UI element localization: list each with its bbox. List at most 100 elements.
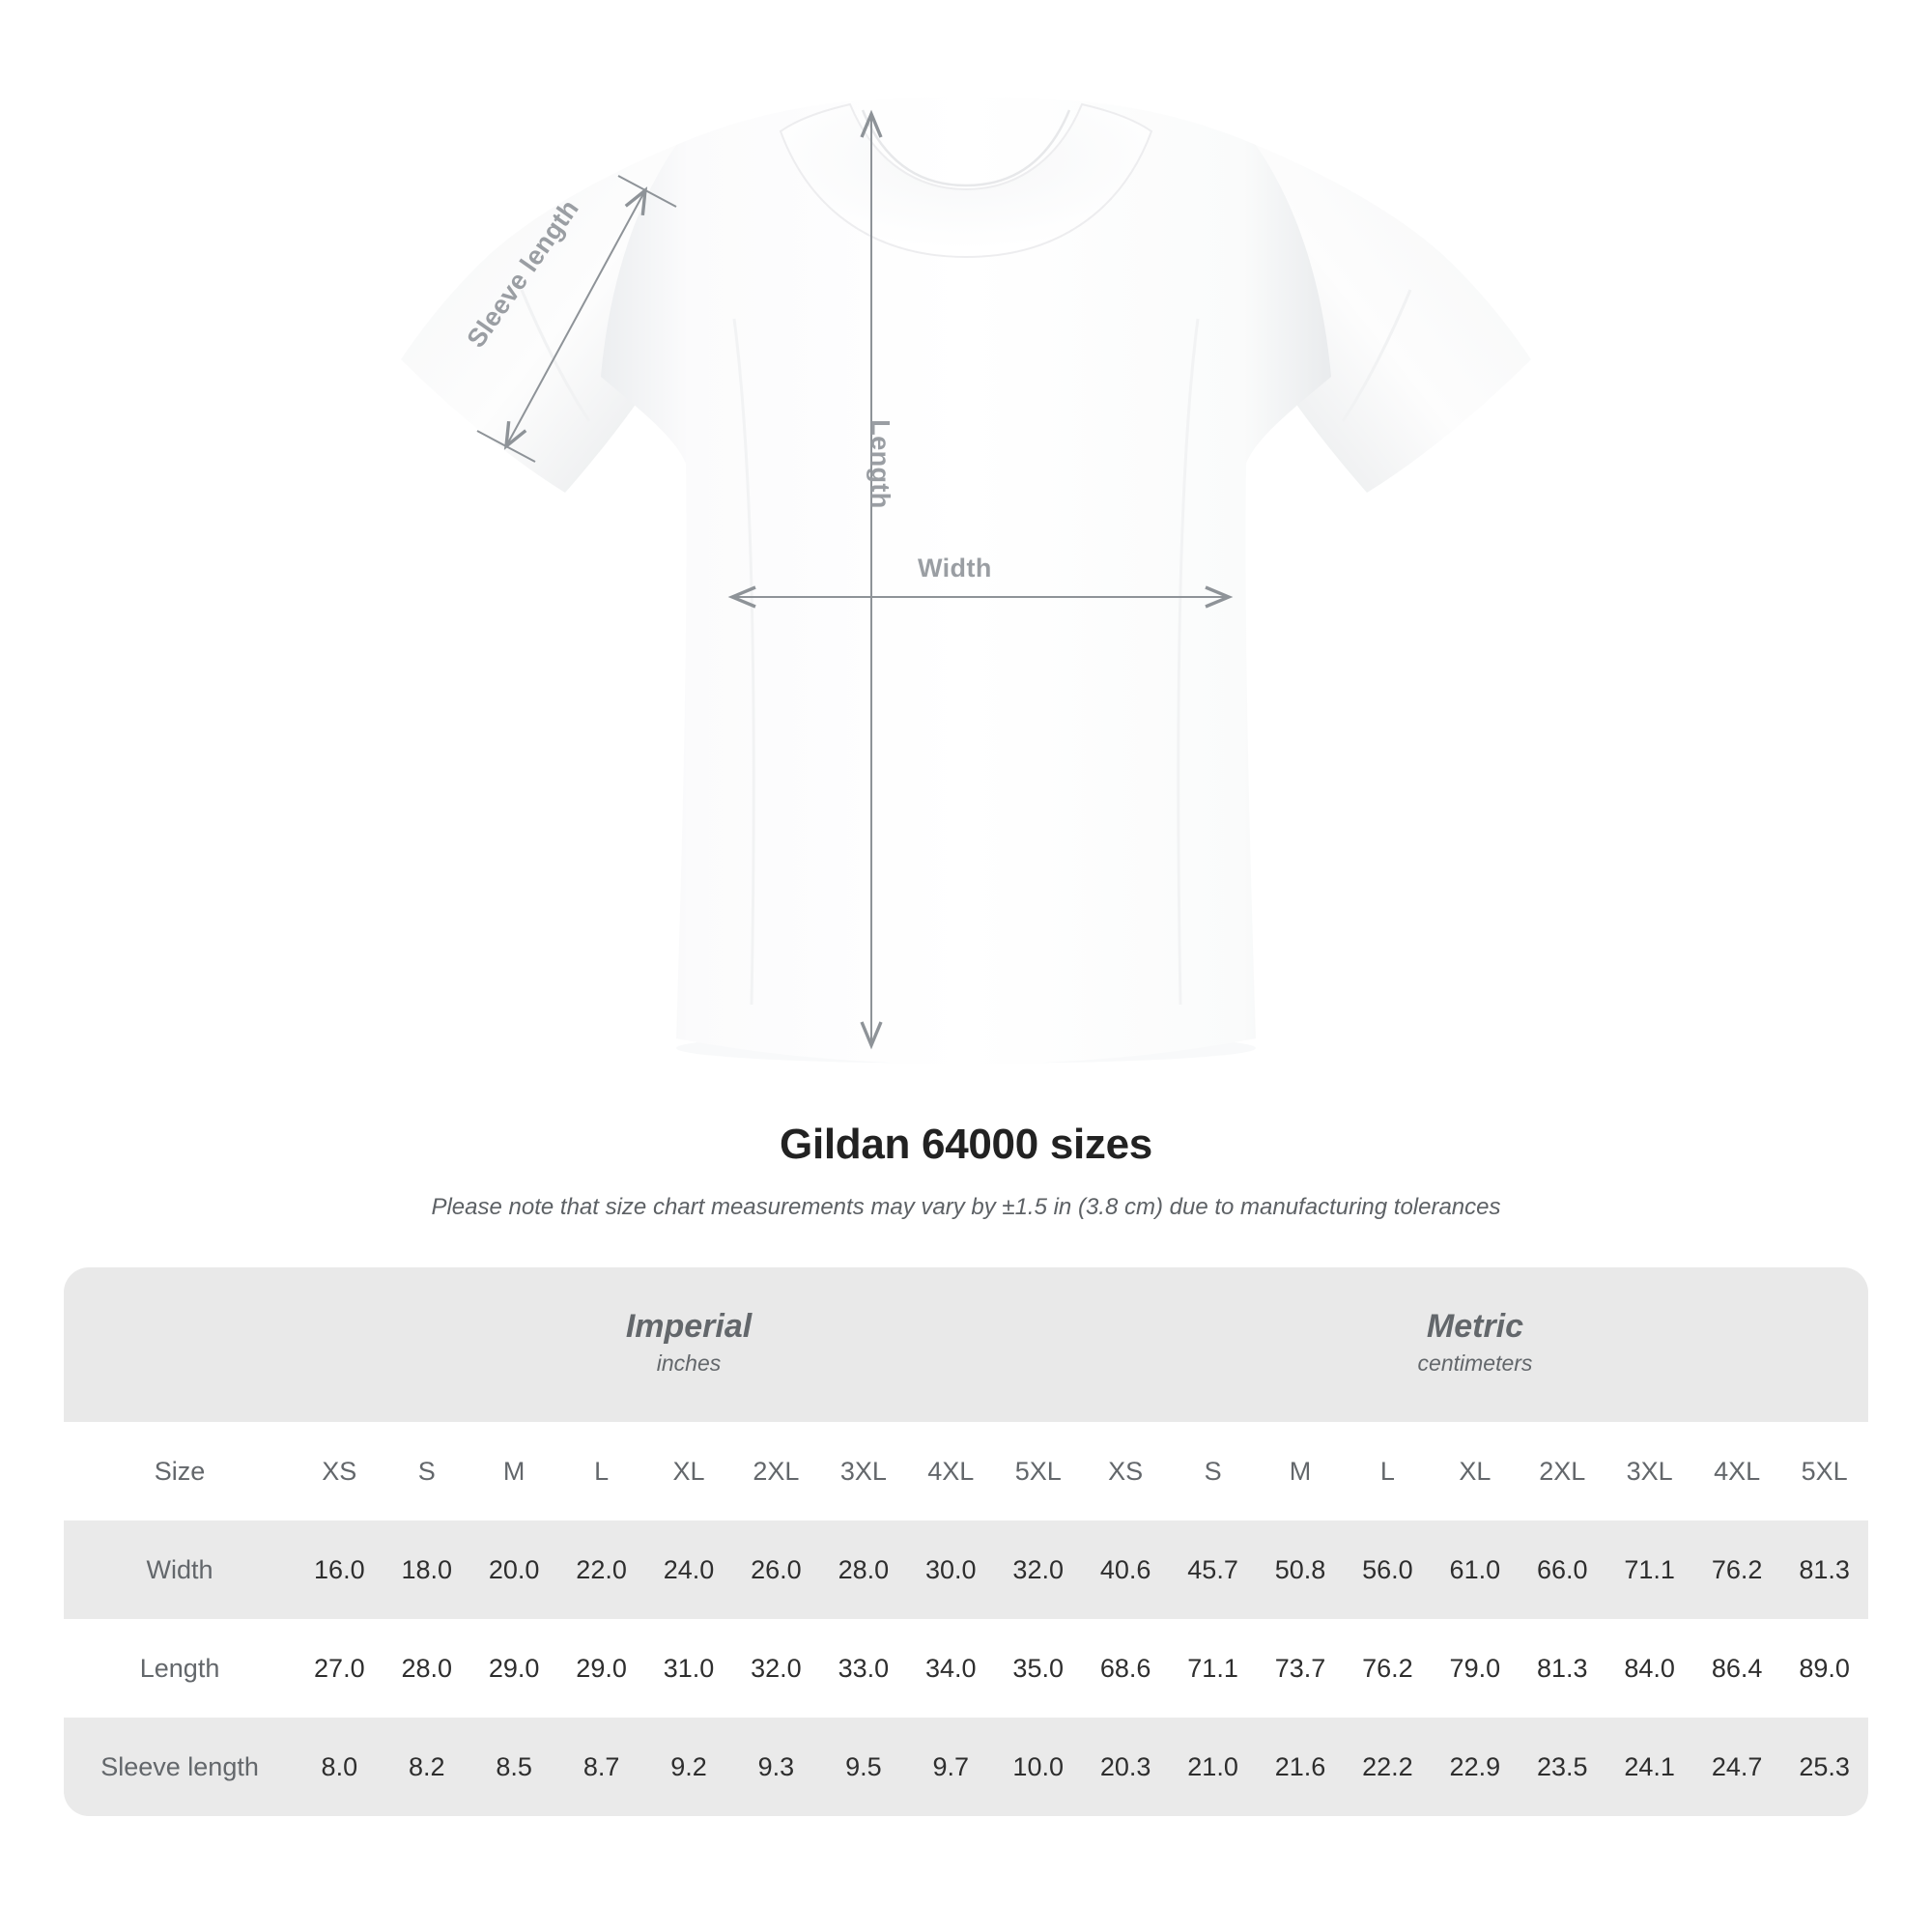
table-row: Length 27.0 28.0 29.0 29.0 31.0 32.0 33.… xyxy=(64,1619,1868,1718)
size-chart-table-wrapper: Imperial inches Metric centimeters Size … xyxy=(64,1267,1868,1816)
row-label-sleeve-length: Sleeve length xyxy=(64,1718,297,1816)
size-header-cell: XL xyxy=(1431,1422,1520,1520)
cell: 31.0 xyxy=(644,1619,733,1718)
cell: 18.0 xyxy=(383,1520,470,1619)
table-row: Width 16.0 18.0 20.0 22.0 24.0 26.0 28.0… xyxy=(64,1520,1868,1619)
table-row: Sleeve length 8.0 8.2 8.5 8.7 9.2 9.3 9.… xyxy=(64,1718,1868,1816)
system-row-spacer xyxy=(64,1267,297,1422)
cell: 8.7 xyxy=(557,1718,645,1816)
cell: 66.0 xyxy=(1519,1520,1606,1619)
cell: 30.0 xyxy=(907,1520,995,1619)
length-label: Length xyxy=(866,419,895,509)
cell: 22.9 xyxy=(1431,1718,1520,1816)
cell: 76.2 xyxy=(1344,1619,1432,1718)
cell: 26.0 xyxy=(732,1520,820,1619)
sleeve-tick-bottom xyxy=(476,430,536,463)
cell: 81.3 xyxy=(1519,1619,1606,1718)
cell: 56.0 xyxy=(1344,1520,1432,1619)
collar-inner-edge xyxy=(861,109,1071,187)
size-header-cell: 5XL xyxy=(1780,1422,1868,1520)
cell: 24.7 xyxy=(1692,1718,1781,1816)
cell: 23.5 xyxy=(1519,1718,1606,1816)
cell: 68.6 xyxy=(1081,1619,1170,1718)
size-header-cell: 3XL xyxy=(819,1422,908,1520)
cell: 73.7 xyxy=(1256,1619,1345,1718)
cell: 21.0 xyxy=(1169,1718,1257,1816)
cell: 28.0 xyxy=(383,1619,470,1718)
system-cell-metric: Metric centimeters xyxy=(1081,1267,1868,1422)
size-header-cell: S xyxy=(383,1422,470,1520)
shirt-body xyxy=(601,97,1331,1065)
cell: 10.0 xyxy=(994,1718,1082,1816)
size-header-row: Size XS S M L XL 2XL 3XL 4XL 5XL XS S M … xyxy=(64,1422,1868,1520)
size-header-cell: 2XL xyxy=(732,1422,820,1520)
cell: 29.0 xyxy=(557,1619,645,1718)
page-title: Gildan 64000 sizes xyxy=(780,1121,1152,1168)
cell: 8.2 xyxy=(383,1718,470,1816)
size-header-cell: 5XL xyxy=(994,1422,1082,1520)
cell: 81.3 xyxy=(1780,1520,1868,1619)
cell: 35.0 xyxy=(994,1619,1082,1718)
size-header-cell: L xyxy=(1344,1422,1432,1520)
cell: 86.4 xyxy=(1692,1619,1781,1718)
cell: 84.0 xyxy=(1605,1619,1693,1718)
cell: 27.0 xyxy=(296,1619,384,1718)
cell: 9.7 xyxy=(907,1718,995,1816)
cell: 71.1 xyxy=(1605,1520,1693,1619)
cell: 22.0 xyxy=(557,1520,645,1619)
cell: 32.0 xyxy=(732,1619,820,1718)
system-unit-metric: centimeters xyxy=(1417,1350,1533,1377)
system-name-imperial: Imperial xyxy=(625,1308,753,1346)
cell: 71.1 xyxy=(1169,1619,1257,1718)
size-header-cell: 4XL xyxy=(1692,1422,1781,1520)
cell: 9.5 xyxy=(819,1718,908,1816)
size-header-cell: S xyxy=(1169,1422,1257,1520)
system-cell-imperial: Imperial inches xyxy=(296,1267,1082,1422)
size-header-label: Size xyxy=(64,1422,297,1520)
cell: 8.5 xyxy=(469,1718,558,1816)
cell: 22.2 xyxy=(1344,1718,1432,1816)
system-name-metric: Metric xyxy=(1426,1308,1524,1346)
size-header-cell: 2XL xyxy=(1519,1422,1606,1520)
cell: 50.8 xyxy=(1256,1520,1345,1619)
size-header-cell: M xyxy=(469,1422,558,1520)
right-sleeve xyxy=(1256,145,1531,493)
sleeve-dimension-line xyxy=(503,186,648,450)
size-header-cell: 4XL xyxy=(907,1422,995,1520)
title-block: Gildan 64000 sizes Please note that size… xyxy=(0,1121,1932,1221)
cell: 61.0 xyxy=(1431,1520,1520,1619)
cell: 76.2 xyxy=(1692,1520,1781,1619)
system-unit-imperial: inches xyxy=(656,1350,722,1377)
tshirt-diagram: Sleeve length Length Width xyxy=(401,97,1531,1065)
cell: 29.0 xyxy=(469,1619,558,1718)
tshirt-illustration xyxy=(401,97,1531,1065)
size-header-cell: XS xyxy=(1081,1422,1170,1520)
size-header-cell: M xyxy=(1256,1422,1345,1520)
cell: 32.0 xyxy=(994,1520,1082,1619)
size-header-cell: XL xyxy=(644,1422,733,1520)
cell: 8.0 xyxy=(296,1718,384,1816)
width-label: Width xyxy=(918,554,992,582)
size-header-cell: L xyxy=(557,1422,645,1520)
size-chart-table: Imperial inches Metric centimeters Size … xyxy=(64,1267,1868,1816)
cell: 34.0 xyxy=(907,1619,995,1718)
cell: 9.2 xyxy=(644,1718,733,1816)
fabric-fold xyxy=(1341,289,1412,422)
cell: 40.6 xyxy=(1081,1520,1170,1619)
page-subtitle: Please note that size chart measurements… xyxy=(431,1194,1501,1220)
cell: 24.0 xyxy=(644,1520,733,1619)
cell: 16.0 xyxy=(296,1520,384,1619)
cell: 79.0 xyxy=(1431,1619,1520,1718)
size-header-cell: 3XL xyxy=(1605,1422,1693,1520)
cell: 24.1 xyxy=(1605,1718,1693,1816)
row-label-length: Length xyxy=(64,1619,297,1718)
cell: 21.6 xyxy=(1256,1718,1345,1816)
cell: 20.0 xyxy=(469,1520,558,1619)
sleeve-tick-top xyxy=(617,175,677,208)
size-header-cell: XS xyxy=(296,1422,384,1520)
cell: 33.0 xyxy=(819,1619,908,1718)
cell: 89.0 xyxy=(1780,1619,1868,1718)
cell: 45.7 xyxy=(1169,1520,1257,1619)
cell: 28.0 xyxy=(819,1520,908,1619)
row-label-width: Width xyxy=(64,1520,297,1619)
